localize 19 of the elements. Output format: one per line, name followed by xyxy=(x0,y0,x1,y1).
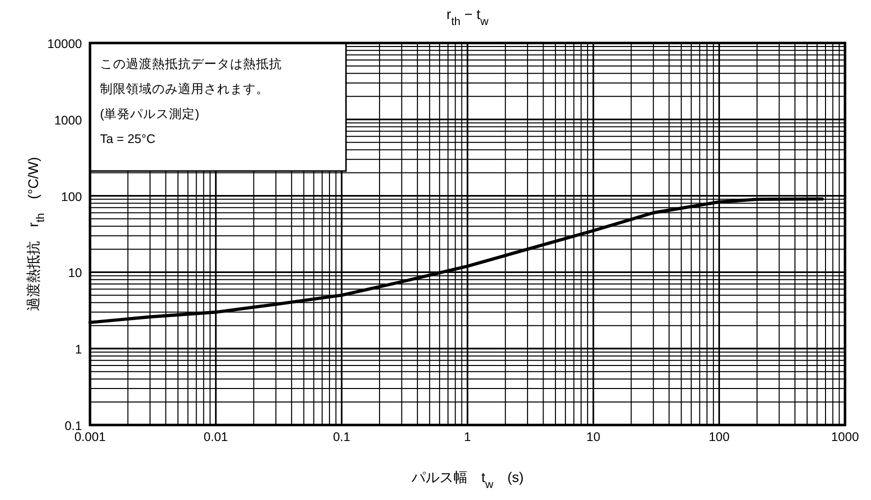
chart-title: r$_{th}$ − t$_{w}$ xyxy=(446,6,490,28)
annotation: Ta = 25°C xyxy=(100,132,156,146)
x-tick-label: 100 xyxy=(708,430,730,444)
annotation: 制限領域のみ適用されます。 xyxy=(100,81,269,96)
x-tick-label: 1 xyxy=(464,430,472,444)
text: パルス幅 t$_{w}$ (s) xyxy=(411,469,524,491)
x-tick-label: 0.01 xyxy=(204,430,228,444)
y-tick-label: 1000 xyxy=(54,113,82,128)
y-tick-label: 10 xyxy=(68,266,82,280)
y-tick-label: 10000 xyxy=(47,37,82,51)
annotation: (単発パルス測定) xyxy=(100,107,200,121)
y-tick-label: 0.1 xyxy=(64,419,82,433)
x-tick-label: 0.001 xyxy=(74,430,106,444)
annotation: この過渡熱抵抗データは熱抵抗 xyxy=(100,57,282,71)
y-tick-label: 100 xyxy=(61,190,82,204)
y-tick-label: 1 xyxy=(75,342,82,357)
x-tick-label: 1000 xyxy=(831,430,859,444)
x-tick-label: 0.1 xyxy=(332,430,350,444)
x-tick-label: 10 xyxy=(586,430,600,444)
